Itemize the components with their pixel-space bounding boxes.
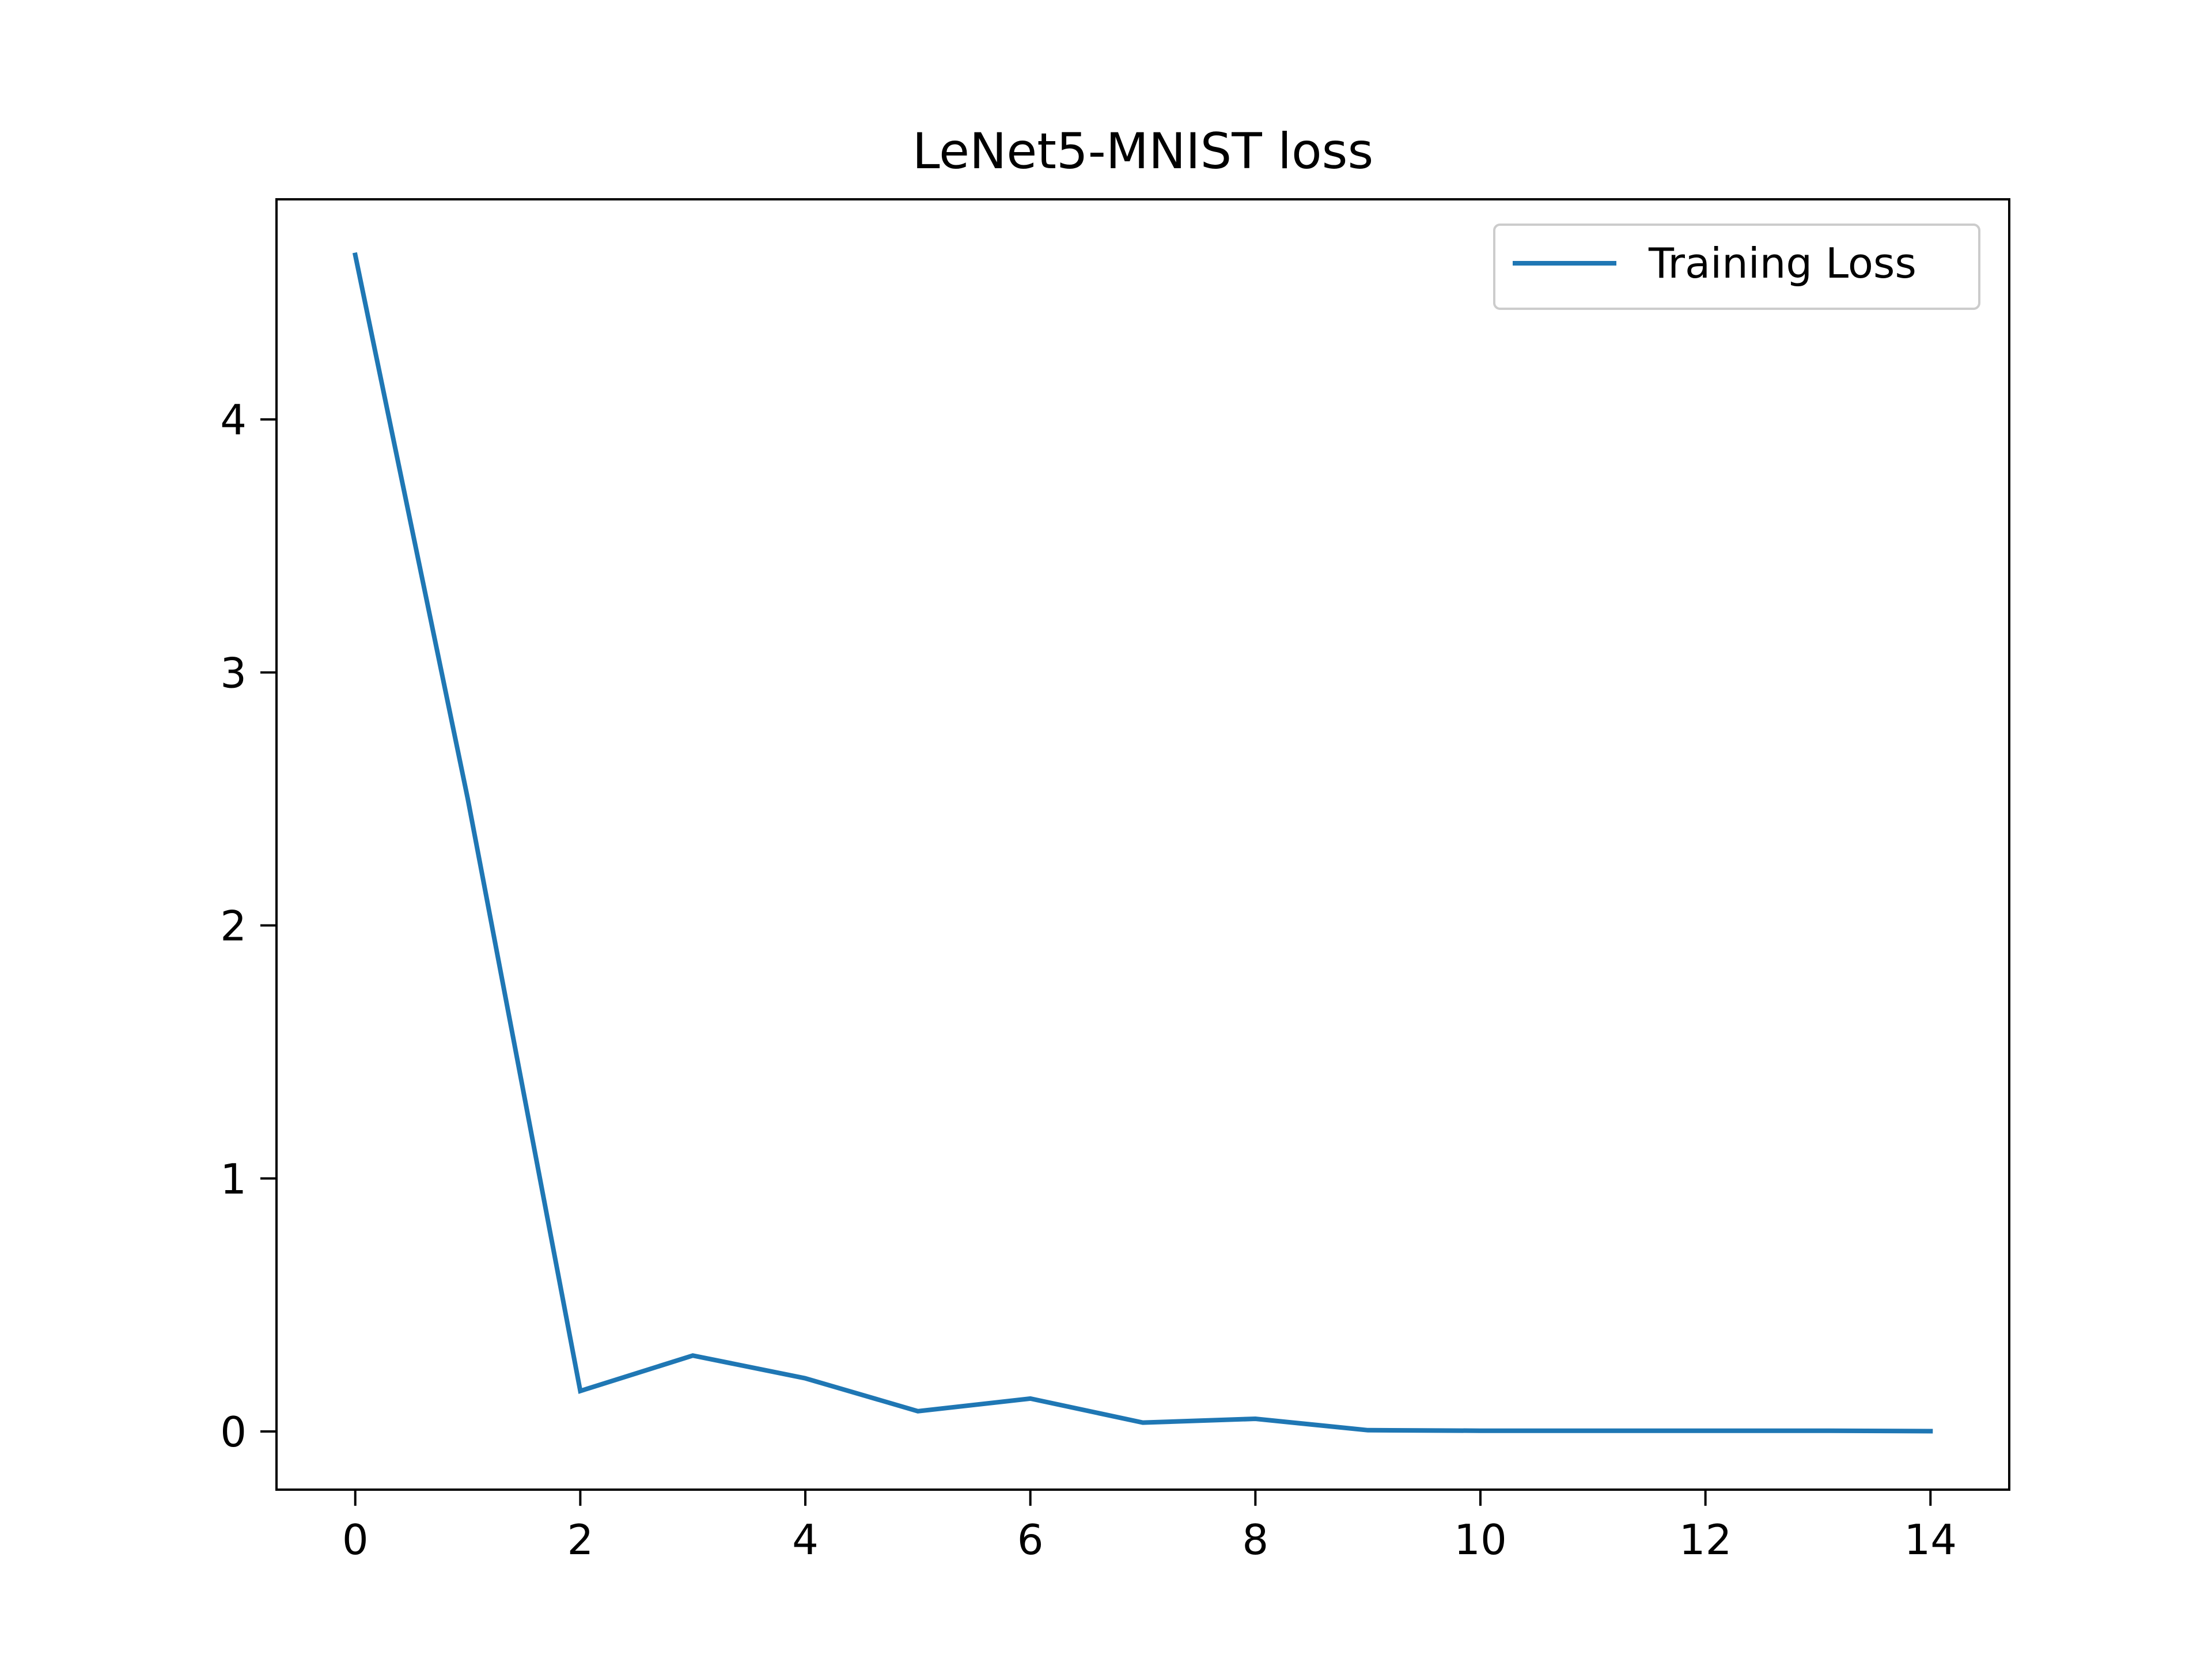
- legend-box: [1493, 224, 1980, 310]
- series-layer: [352, 252, 1933, 1434]
- x-tick-label: 10: [1454, 1516, 1507, 1564]
- y-tick-label: 3: [220, 649, 247, 697]
- x-tick-label: 0: [342, 1516, 369, 1564]
- y-tick-label: 1: [220, 1155, 247, 1203]
- series-line-training-loss: [352, 252, 1933, 1434]
- y-tick-label: 2: [220, 902, 247, 950]
- x-axis: 0 2 4 6 8 10 12 14: [342, 1490, 1957, 1564]
- x-tick-label: 8: [1242, 1516, 1268, 1564]
- legend: Training Loss: [1493, 224, 1980, 310]
- x-tick-label: 12: [1679, 1516, 1732, 1564]
- axes-frame: [275, 198, 2010, 1491]
- x-tick-label: 14: [1904, 1516, 1957, 1564]
- legend-label-training-loss: Training Loss: [1648, 239, 1916, 287]
- y-tick-label: 4: [220, 396, 247, 444]
- x-tick-label: 2: [567, 1516, 593, 1564]
- x-tick-label: 6: [1017, 1516, 1044, 1564]
- chart-title: LeNet5-MNIST loss: [912, 123, 1374, 180]
- x-tick-label: 4: [792, 1516, 819, 1564]
- y-axis: 0 1 2 3 4: [220, 396, 276, 1456]
- y-tick-label: 0: [220, 1408, 247, 1456]
